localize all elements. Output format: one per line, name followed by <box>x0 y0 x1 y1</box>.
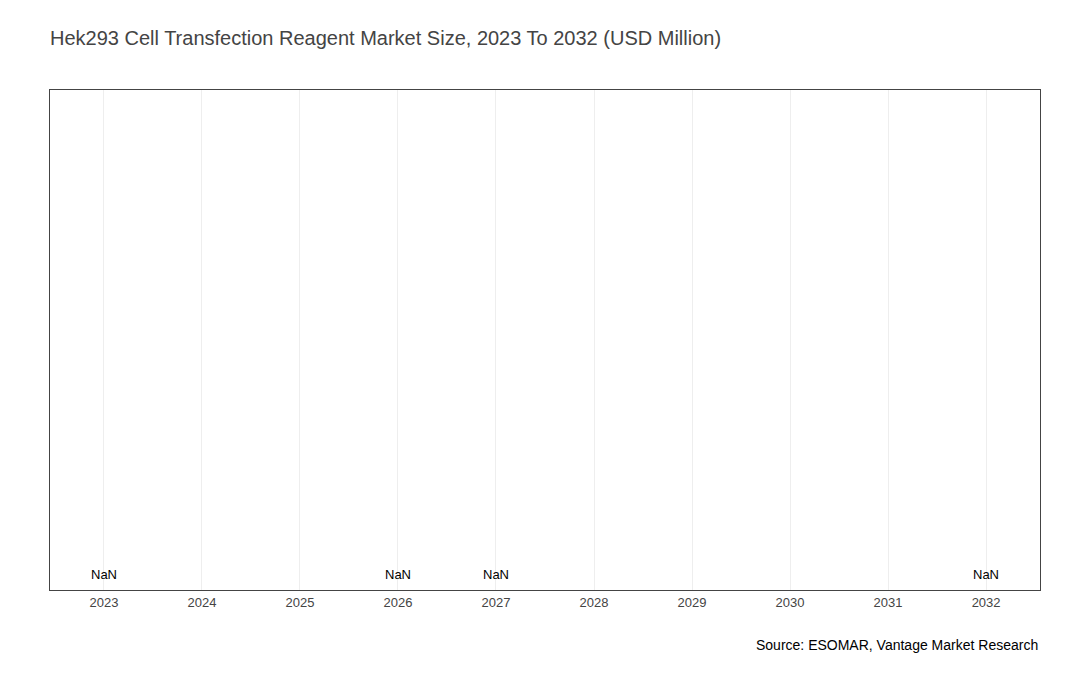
svg-text:NaN: NaN <box>973 567 999 582</box>
svg-text:2031: 2031 <box>874 595 903 610</box>
svg-text:2024: 2024 <box>187 595 216 610</box>
svg-text:NaN: NaN <box>483 567 509 582</box>
svg-text:2027: 2027 <box>482 595 511 610</box>
svg-text:NaN: NaN <box>385 567 411 582</box>
svg-text:NaN: NaN <box>91 567 117 582</box>
svg-text:2030: 2030 <box>776 595 805 610</box>
svg-text:Source: ESOMAR, Vantage Market: Source: ESOMAR, Vantage Market Research <box>756 637 1038 653</box>
svg-text:2032: 2032 <box>972 595 1001 610</box>
svg-text:2023: 2023 <box>89 595 118 610</box>
svg-text:2028: 2028 <box>580 595 609 610</box>
svg-text:2025: 2025 <box>285 595 314 610</box>
svg-text:2029: 2029 <box>678 595 707 610</box>
svg-text:2026: 2026 <box>384 595 413 610</box>
svg-text:Hek293 Cell Transfection Reage: Hek293 Cell Transfection Reagent Market … <box>50 27 721 49</box>
